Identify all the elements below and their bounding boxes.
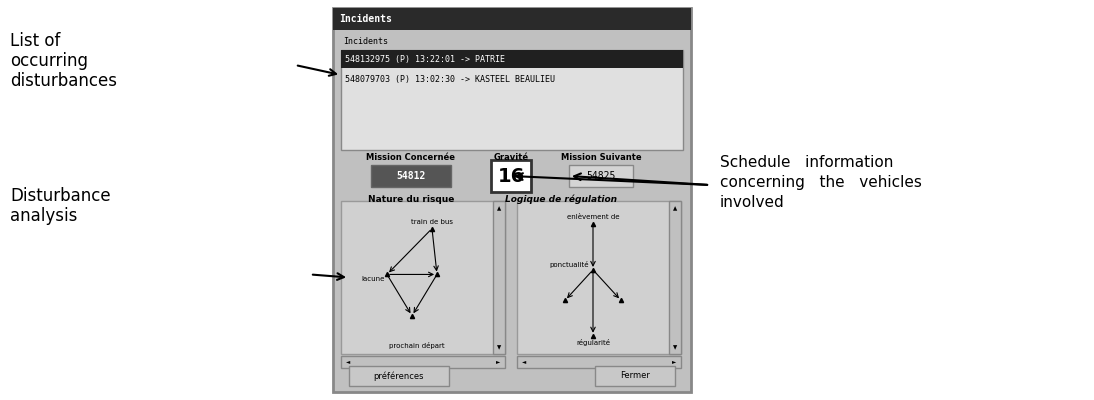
FancyBboxPatch shape [595, 366, 675, 386]
Text: 54825: 54825 [586, 171, 616, 181]
Text: occurring: occurring [10, 52, 88, 70]
Text: ►: ► [496, 360, 500, 364]
Text: ◄: ◄ [346, 360, 350, 364]
Text: ▲: ▲ [673, 206, 677, 212]
Text: Schedule   information: Schedule information [720, 155, 894, 170]
Text: ▼: ▼ [673, 346, 677, 350]
FancyBboxPatch shape [341, 201, 505, 354]
Text: 548132975 (P) 13:22:01 -> PATRIE: 548132975 (P) 13:22:01 -> PATRIE [345, 55, 505, 64]
Text: Gravité: Gravité [493, 153, 528, 162]
Text: Nature du risque: Nature du risque [368, 195, 454, 204]
FancyBboxPatch shape [341, 356, 505, 368]
Text: Disturbance: Disturbance [10, 187, 110, 205]
FancyBboxPatch shape [341, 50, 683, 68]
Text: préférences: préférences [374, 371, 424, 381]
Text: Logique de régulation: Logique de régulation [505, 195, 617, 204]
Text: 54812: 54812 [396, 171, 426, 181]
Text: Incidents: Incidents [339, 14, 392, 24]
Text: Mission Concernée: Mission Concernée [366, 153, 455, 162]
Text: 16: 16 [498, 166, 525, 186]
FancyBboxPatch shape [371, 165, 451, 187]
Text: concerning   the   vehicles: concerning the vehicles [720, 175, 922, 190]
FancyBboxPatch shape [517, 201, 680, 354]
FancyBboxPatch shape [333, 8, 691, 392]
Text: disturbances: disturbances [10, 72, 117, 90]
FancyBboxPatch shape [517, 356, 680, 368]
Text: ponctualité: ponctualité [549, 261, 589, 268]
FancyBboxPatch shape [493, 201, 505, 354]
Text: ▲: ▲ [497, 206, 501, 212]
Text: régularité: régularité [577, 339, 610, 346]
Text: lacune: lacune [362, 276, 385, 282]
Text: involved: involved [720, 195, 784, 210]
FancyBboxPatch shape [333, 8, 691, 30]
FancyBboxPatch shape [569, 165, 633, 187]
Text: analysis: analysis [10, 207, 78, 225]
Text: ▼: ▼ [497, 346, 501, 350]
Text: List of: List of [10, 32, 60, 50]
Text: Fermer: Fermer [620, 372, 650, 380]
FancyBboxPatch shape [341, 50, 683, 150]
FancyBboxPatch shape [491, 160, 531, 192]
Text: enlèvement de: enlèvement de [567, 214, 619, 220]
FancyBboxPatch shape [349, 366, 449, 386]
FancyBboxPatch shape [670, 201, 680, 354]
Text: ◄: ◄ [522, 360, 526, 364]
Text: train de bus: train de bus [411, 218, 453, 224]
Text: Incidents: Incidents [344, 37, 388, 46]
Text: 548079703 (P) 13:02:30 -> KASTEEL BEAULIEU: 548079703 (P) 13:02:30 -> KASTEEL BEAULI… [345, 75, 555, 84]
Text: ►: ► [672, 360, 676, 364]
Text: prochain départ: prochain départ [389, 342, 445, 349]
Text: Mission Suivante: Mission Suivante [561, 153, 641, 162]
